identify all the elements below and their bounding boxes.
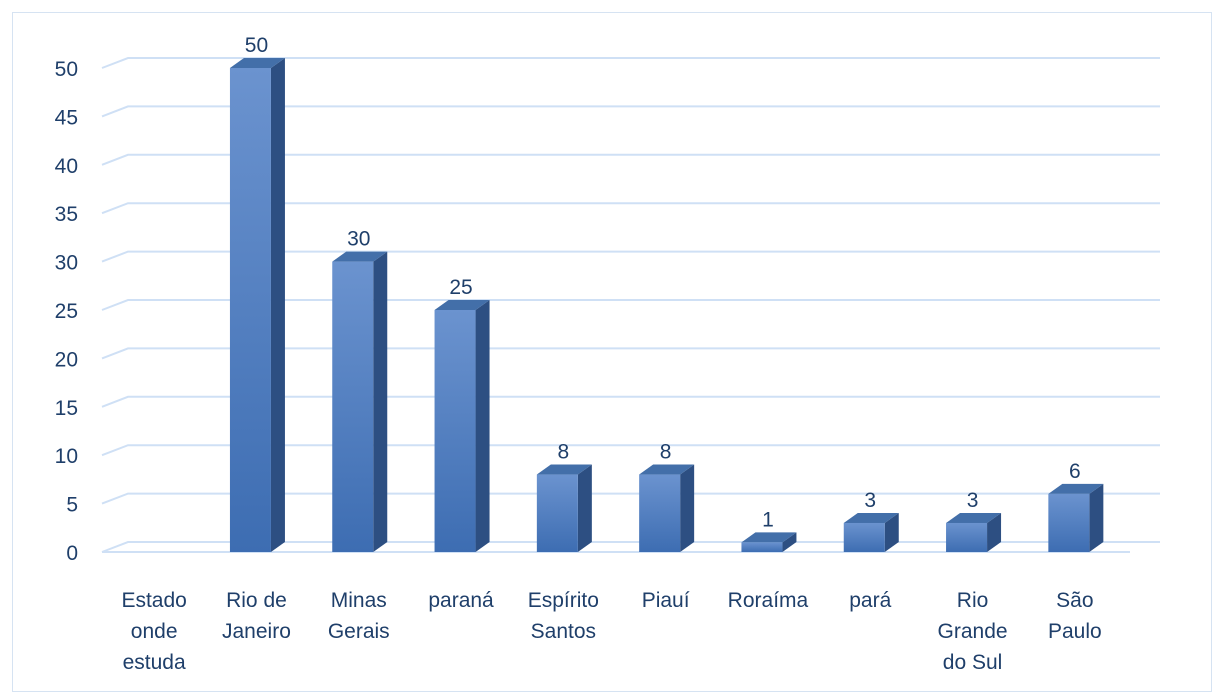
- y-tick-label: 5: [66, 494, 78, 517]
- bar-front: [332, 261, 374, 552]
- y-axis-ticks: 0 5 10 15 20 25 30 35 40 45 50: [55, 58, 78, 565]
- gridline: [101, 202, 1160, 215]
- gridline: [101, 105, 1160, 118]
- data-label: 1: [762, 508, 774, 531]
- bar: [1048, 483, 1104, 552]
- bar-front: [843, 522, 885, 552]
- y-tick-label: 25: [55, 300, 78, 323]
- gridline: [101, 153, 1160, 166]
- bar-side: [1089, 483, 1104, 552]
- bar-top: [229, 58, 285, 68]
- category-label: Rio Grande do Sul: [938, 589, 1008, 674]
- category-label: pará: [849, 589, 891, 612]
- bar-top: [1048, 483, 1104, 494]
- bar: [536, 464, 592, 552]
- gridline: [101, 250, 1160, 263]
- data-label: 3: [864, 489, 876, 512]
- y-tick-label: 45: [55, 106, 78, 129]
- bar-top: [639, 464, 695, 475]
- bar-top: [741, 532, 797, 543]
- category-label: Piauí: [642, 589, 690, 612]
- data-label: 50: [245, 34, 268, 57]
- y-tick-label: 0: [66, 542, 78, 565]
- bar: [946, 512, 1002, 552]
- data-label: 8: [558, 441, 570, 464]
- bar-side: [782, 532, 797, 552]
- gridline: [101, 57, 1160, 69]
- y-tick-label: 20: [55, 348, 78, 371]
- gridlines: [101, 57, 1160, 553]
- bar-side: [987, 512, 1002, 552]
- bar-front: [1048, 493, 1090, 552]
- bar-front: [229, 68, 271, 552]
- y-tick-label: 15: [55, 397, 78, 420]
- y-tick-label: 40: [55, 155, 78, 178]
- category-label: Estado onde estuda: [121, 589, 186, 674]
- data-label: 6: [1069, 460, 1081, 483]
- bar-top: [434, 300, 490, 310]
- category-labels: Estado onde estuda Rio de Janeiro Minas Gerais…: [121, 589, 1101, 674]
- bar: [434, 300, 490, 552]
- category-label: Roraíma: [728, 589, 809, 612]
- bar-front: [639, 474, 681, 552]
- bar-side: [577, 464, 592, 552]
- bar-side: [680, 464, 695, 552]
- data-label: 3: [967, 489, 979, 512]
- gridline: [101, 444, 1160, 457]
- data-label: 25: [449, 276, 472, 299]
- category-label: Rio de Janeiro: [222, 589, 291, 643]
- gridline: [101, 347, 1160, 360]
- bar-top: [536, 464, 592, 475]
- category-label: São Paulo: [1048, 589, 1102, 643]
- bar: [843, 512, 899, 552]
- gridline: [101, 541, 1160, 553]
- y-tick-label: 30: [55, 252, 78, 275]
- chart-frame: [12, 12, 1212, 692]
- bar: [332, 251, 388, 552]
- gridline: [101, 299, 1160, 311]
- data-label: 30: [347, 228, 370, 251]
- y-tick-label: 35: [55, 203, 78, 226]
- bar-front: [434, 310, 476, 552]
- bar: [229, 58, 285, 552]
- bar-side: [884, 512, 899, 552]
- category-label: Espírito Santos: [528, 589, 599, 643]
- data-label: 8: [660, 441, 672, 464]
- category-label: paraná: [428, 589, 494, 612]
- bar-side: [475, 300, 490, 552]
- bar-side: [270, 58, 285, 552]
- bar: [639, 464, 695, 552]
- bar-side: [373, 251, 388, 552]
- bars: [229, 58, 1104, 552]
- y-tick-label: 10: [55, 445, 78, 468]
- bar-front: [741, 542, 783, 552]
- y-tick-label: 50: [55, 58, 78, 81]
- bar-top: [946, 512, 1002, 523]
- bar: [741, 532, 797, 552]
- bar-front: [946, 522, 988, 552]
- gridline: [101, 492, 1160, 505]
- bar-top: [332, 251, 388, 262]
- bar-top: [843, 512, 899, 523]
- category-label: Minas Gerais: [328, 589, 390, 643]
- bar-front: [536, 474, 578, 552]
- gridline: [101, 395, 1160, 408]
- data-labels: 50 30 25 8 8 1 3 3 6: [245, 34, 1081, 531]
